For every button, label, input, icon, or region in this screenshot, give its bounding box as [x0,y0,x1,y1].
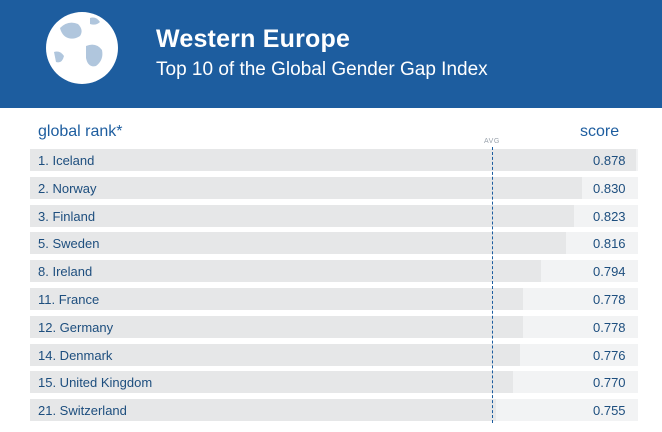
avg-label: AVG [484,138,500,145]
country-rank-label: 12. Germany [38,319,114,335]
score-value: 0.755 [593,403,626,419]
score-value: 0.878 [593,153,626,168]
header-banner: Western Europe Top 10 of the Global Gend… [0,0,662,108]
table-row: 14. Denmark 0.776 [30,343,638,366]
table-row: 1. Iceland 0.878 [30,149,638,171]
country-rank-label: 14. Denmark [38,347,113,363]
score-bar [30,260,541,283]
score-bar [30,343,521,366]
country-rank-label: 15. United Kingdom [38,375,153,391]
rank-column-header: global rank* [38,123,123,140]
table-row: 3. Finland 0.823 [30,204,638,227]
country-rank-label: 5. Sweden [38,236,100,252]
globe-icon [46,12,118,84]
score-bar [30,149,637,171]
score-value: 0.830 [593,180,626,196]
score-value: 0.778 [593,319,626,335]
score-bar [30,315,523,338]
score-value: 0.794 [593,264,626,280]
table-row: 11. France 0.778 [30,288,638,310]
score-bar [30,371,514,394]
country-rank-label: 2. Norway [38,180,97,196]
table-row: 12. Germany 0.778 [30,315,638,338]
score-value: 0.778 [593,292,626,307]
score-bar [30,232,566,255]
score-value: 0.823 [593,208,626,224]
score-bar [30,399,497,422]
table-row: 15. United Kingdom 0.770 [30,371,638,394]
chart-title: Western Europe [156,25,351,53]
score-bar [30,204,574,227]
table-row: 21. Switzerland 0.755 [30,399,638,422]
score-value: 0.776 [593,347,626,363]
country-rank-label: 8. Ireland [38,264,93,280]
chart-subtitle: Top 10 of the Global Gender Gap Index [156,59,488,80]
country-rank-label: 11. France [38,292,100,307]
country-rank-label: 1. Iceland [38,153,95,168]
table-row: 2. Norway 0.830 [30,176,638,199]
score-column-header: score [580,123,620,140]
avg-reference-line [492,147,493,423]
country-rank-label: 3. Finland [38,208,96,224]
score-value: 0.816 [593,236,626,252]
country-rank-label: 21. Switzerland [38,403,127,419]
table-row: 5. Sweden 0.816 [30,232,638,255]
table-row: 8. Ireland 0.794 [30,260,638,283]
score-bar [30,176,582,199]
score-value: 0.770 [593,375,626,391]
score-bar [30,288,523,310]
